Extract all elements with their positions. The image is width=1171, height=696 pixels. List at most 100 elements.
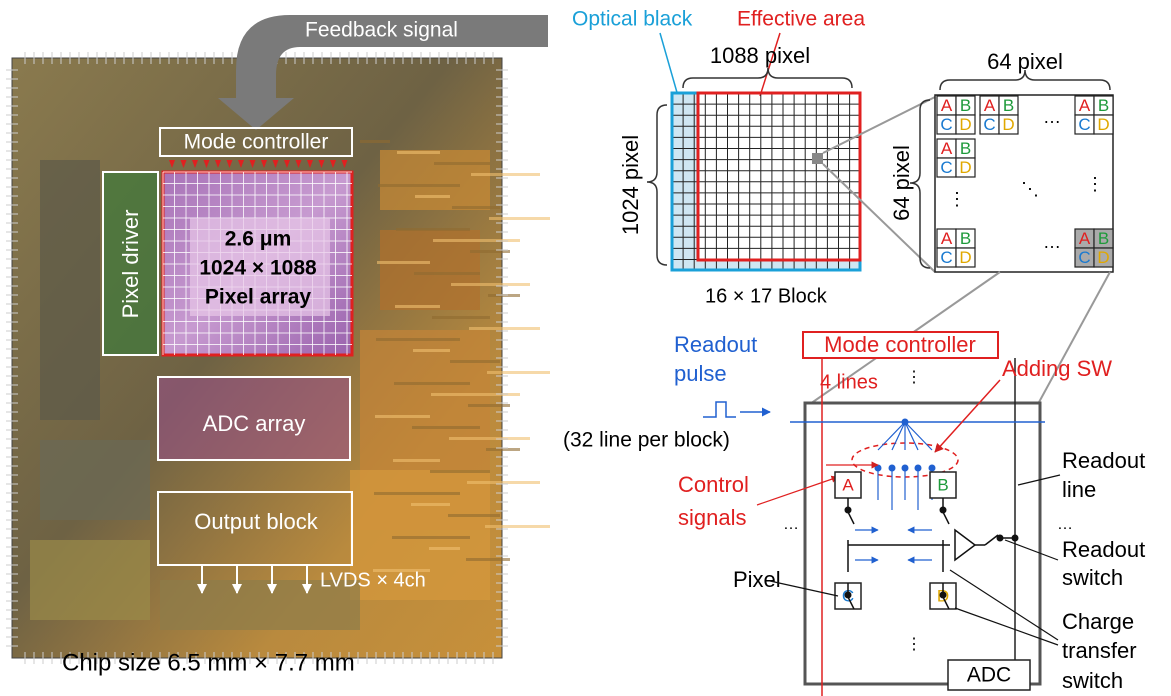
ellipsis: ⋱	[1021, 179, 1039, 199]
pixel-letter: D	[959, 115, 971, 134]
line	[660, 33, 678, 96]
chip-trace	[360, 140, 390, 143]
dot	[845, 592, 852, 599]
dot	[940, 507, 947, 514]
ellipsis: …	[783, 516, 799, 533]
chip-trace	[451, 283, 530, 286]
label: Feedback signal	[305, 19, 458, 42]
selected-block	[812, 153, 823, 164]
pixel-letter: D	[959, 248, 971, 267]
pixel-letter: D	[959, 158, 971, 177]
block-circuit	[805, 403, 1040, 684]
pixel-letter: B	[1098, 96, 1109, 115]
chip-trace	[395, 305, 440, 308]
chip-region	[40, 160, 100, 420]
chip-region	[30, 540, 150, 620]
label: 2.6 μm	[225, 228, 292, 251]
label: Control	[678, 472, 749, 497]
label: 4 lines	[820, 371, 878, 393]
pixel-letter: B	[960, 229, 971, 248]
pixel-letter: B	[1003, 96, 1014, 115]
chip-trace	[471, 173, 540, 176]
label: Effective area	[737, 8, 865, 31]
brace	[683, 68, 852, 88]
pixel-letter: D	[1097, 115, 1109, 134]
label: pulse	[674, 361, 727, 386]
label: ADC array	[203, 411, 306, 436]
pixel-letter: C	[940, 115, 952, 134]
pixel-letter: A	[984, 96, 996, 115]
pixel-letter: C	[1078, 248, 1090, 267]
label: ADC	[967, 664, 1011, 687]
chip-trace	[429, 547, 460, 550]
pixel-letter: B	[960, 139, 971, 158]
pixel-letter: B	[937, 475, 948, 494]
label: LVDS × 4ch	[320, 569, 426, 591]
chip-region	[40, 440, 150, 520]
pixel-letter: A	[941, 139, 953, 158]
label: transfer	[1062, 638, 1137, 663]
pixel-letter: C	[1078, 115, 1090, 134]
label: Readout	[674, 332, 757, 357]
pixel-letter: D	[1002, 115, 1014, 134]
chip-trace	[415, 195, 450, 198]
label: (32 line per block)	[563, 429, 730, 452]
pixel-letter: A	[941, 229, 953, 248]
label: 1088 pixel	[710, 43, 810, 68]
pulse	[703, 402, 736, 417]
chip-trace	[452, 206, 500, 209]
pixel-letter: A	[941, 96, 953, 115]
chip-trace	[413, 349, 450, 352]
label: Charge	[1062, 609, 1134, 634]
chip-trace	[411, 503, 450, 506]
chip-trace	[448, 514, 500, 517]
chip-trace	[394, 382, 470, 385]
chip-trace	[466, 558, 510, 561]
pixel-letter: A	[1079, 229, 1091, 248]
figure: Feedback signal 2.6 μm 1024 × 1088 Pixel ar…	[0, 0, 1171, 696]
dot	[940, 592, 947, 599]
chip-trace	[392, 536, 470, 539]
chip-trace	[378, 184, 460, 187]
chip-trace	[376, 338, 460, 341]
ellipsis: …	[1057, 516, 1073, 533]
chip-trace	[412, 426, 480, 429]
zoom-line	[823, 97, 935, 153]
pixel-letter: C	[983, 115, 995, 134]
label: Pixel driver	[118, 210, 143, 319]
label: Mode controller	[184, 131, 329, 154]
chip-trace	[393, 459, 440, 462]
page: {"left": {"feedback": "Feedback signal",…	[0, 0, 1171, 696]
label: Output block	[194, 509, 319, 534]
ellipsis: ⋮	[948, 189, 966, 209]
label: signals	[678, 505, 746, 530]
label: switch	[1062, 668, 1123, 693]
chip-trace	[487, 371, 550, 374]
pixel-letter: D	[1097, 248, 1109, 267]
chip-trace	[377, 261, 430, 264]
chip-trace	[434, 162, 490, 165]
label: 16 × 17 Block	[705, 285, 828, 307]
pixel-letter: B	[960, 96, 971, 115]
chip-trace	[469, 327, 540, 330]
pixel-letter: C	[940, 248, 952, 267]
chip-trace	[374, 492, 460, 495]
ellipsis: ⋮	[906, 369, 922, 386]
chip-trace	[449, 437, 530, 440]
label: 64 pixel	[889, 145, 914, 221]
chip-trace	[450, 360, 500, 363]
label: switch	[1062, 565, 1123, 590]
brace	[647, 105, 667, 265]
label: 64 pixel	[987, 49, 1063, 74]
label: Readout	[1062, 537, 1145, 562]
label: Adding SW	[1002, 356, 1112, 381]
chip-trace	[432, 316, 490, 319]
label: Pixel array	[205, 286, 312, 309]
chip-trace	[414, 272, 480, 275]
label: 1024 × 1088	[199, 257, 317, 280]
ellipsis: ⋮	[906, 636, 922, 653]
label: line	[1062, 477, 1096, 502]
label: Pixel	[733, 567, 781, 592]
chip-trace	[375, 415, 430, 418]
label: Optical black	[572, 8, 693, 31]
